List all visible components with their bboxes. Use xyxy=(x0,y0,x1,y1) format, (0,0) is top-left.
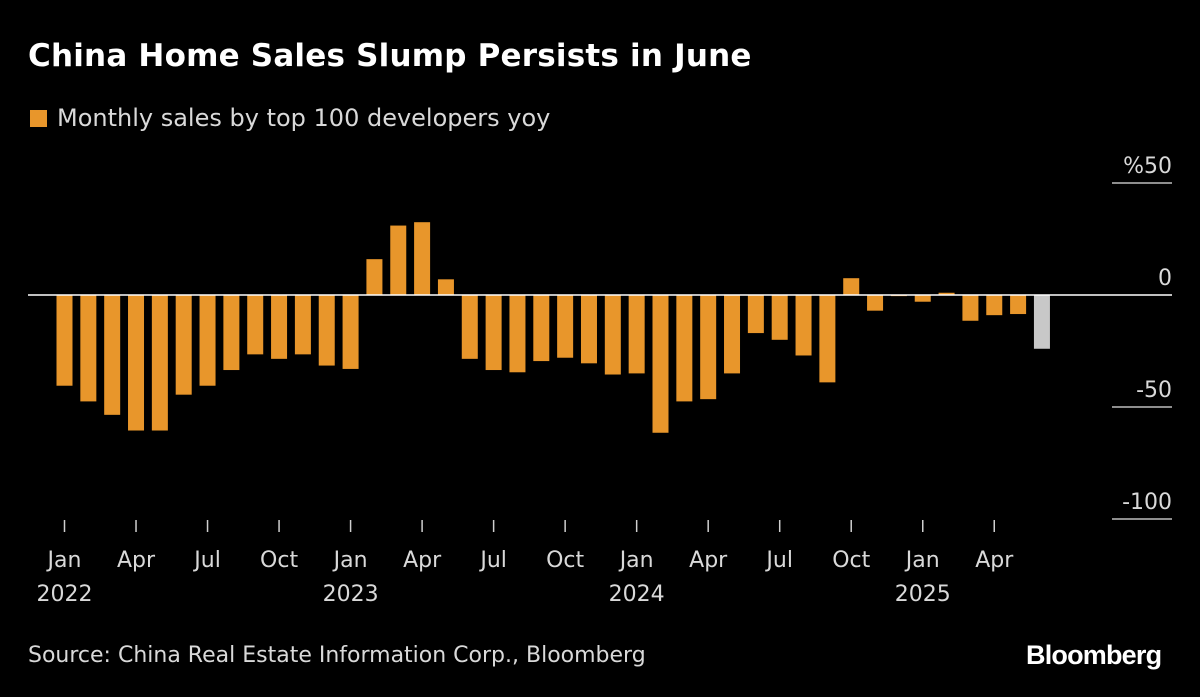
bar xyxy=(533,295,550,362)
x-tick-label-month: Apr xyxy=(117,548,156,573)
bar xyxy=(56,295,73,386)
bar xyxy=(151,295,168,431)
bar xyxy=(795,295,812,356)
chart-title: China Home Sales Slump Persists in June xyxy=(28,38,752,74)
bloomberg-logo: Bloomberg xyxy=(1026,640,1162,670)
bar xyxy=(247,295,264,355)
bar xyxy=(509,295,526,373)
x-axis-ticks xyxy=(63,520,996,532)
bar xyxy=(962,295,979,321)
x-tick-label-month: Jan xyxy=(618,548,654,573)
x-tick-label-month: Jan xyxy=(46,548,82,573)
bar xyxy=(867,295,884,311)
y-tick-label: 0 xyxy=(1158,266,1172,291)
bar xyxy=(485,295,502,371)
legend: Monthly sales by top 100 developers yoy xyxy=(30,104,550,132)
x-tick-label-month: Apr xyxy=(403,548,442,573)
y-tick-label: -100 xyxy=(1122,490,1172,515)
bar xyxy=(1033,295,1050,349)
y-axis-labels: %50 0 -50 -100 xyxy=(1122,154,1172,515)
bar xyxy=(819,295,836,383)
bar xyxy=(461,295,478,359)
x-tick-label-year: 2024 xyxy=(609,582,665,607)
bar xyxy=(604,295,621,375)
bar xyxy=(199,295,216,386)
x-tick-label-year: 2025 xyxy=(895,582,951,607)
bar xyxy=(771,295,788,340)
bar xyxy=(580,295,597,364)
bar xyxy=(271,295,288,359)
bar xyxy=(318,295,335,366)
bars xyxy=(56,222,1050,433)
x-tick-label-month: Oct xyxy=(546,548,584,573)
y-tick-label: -50 xyxy=(1136,378,1172,403)
bar xyxy=(938,292,955,295)
bar xyxy=(676,295,693,402)
x-tick-label-year: 2023 xyxy=(323,582,379,607)
bar xyxy=(843,278,860,295)
bar xyxy=(294,295,311,355)
bar xyxy=(414,222,431,295)
x-tick-label-year: 2022 xyxy=(37,582,93,607)
y-tick-label: %50 xyxy=(1123,154,1172,179)
x-tick-label-month: Jan xyxy=(332,548,368,573)
x-tick-label-month: Oct xyxy=(260,548,298,573)
bar xyxy=(104,295,121,415)
bar xyxy=(80,295,97,402)
bar xyxy=(986,295,1003,316)
bar xyxy=(366,259,383,295)
bar xyxy=(175,295,192,395)
source-note: Source: China Real Estate Information Co… xyxy=(28,643,646,668)
x-tick-label-month: Apr xyxy=(975,548,1014,573)
bar xyxy=(914,295,931,302)
x-axis-labels: Jan 2022 Apr Jul Oct Jan 2023 Apr Jul Oct Jan 2024 A… xyxy=(37,548,1015,607)
x-tick-label-month: Apr xyxy=(689,548,728,573)
bar xyxy=(128,295,145,431)
bar xyxy=(390,225,407,295)
bar xyxy=(1010,295,1027,315)
x-tick-label-month: Jul xyxy=(192,548,221,573)
gridlines xyxy=(1112,182,1172,520)
bar xyxy=(724,295,741,374)
x-tick-label-month: Jul xyxy=(478,548,507,573)
bar xyxy=(342,295,359,369)
bar xyxy=(628,295,645,374)
x-tick-label-month: Jul xyxy=(764,548,793,573)
bar xyxy=(652,295,669,433)
bar xyxy=(747,295,764,334)
x-tick-label-month: Oct xyxy=(832,548,870,573)
bar xyxy=(700,295,717,400)
x-tick-label-month: Jan xyxy=(904,548,940,573)
legend-swatch xyxy=(30,109,47,127)
bar xyxy=(437,279,454,295)
bar xyxy=(223,295,240,371)
bar xyxy=(557,295,574,358)
legend-label: Monthly sales by top 100 developers yoy xyxy=(57,104,551,132)
